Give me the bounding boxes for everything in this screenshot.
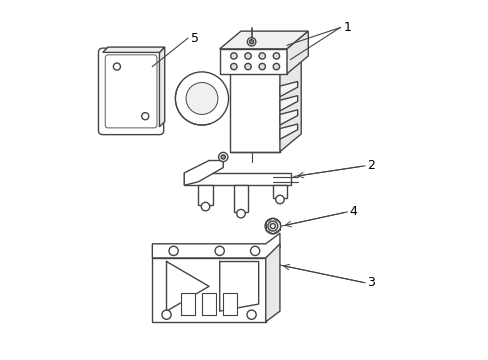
Polygon shape (230, 67, 279, 152)
Circle shape (221, 155, 225, 159)
Circle shape (275, 195, 284, 204)
Circle shape (259, 53, 265, 59)
Text: 1: 1 (343, 21, 351, 34)
Circle shape (267, 221, 277, 231)
Text: 3: 3 (366, 276, 374, 289)
Polygon shape (286, 31, 307, 74)
Circle shape (249, 40, 253, 44)
Circle shape (246, 310, 256, 319)
Polygon shape (223, 293, 237, 315)
Circle shape (244, 63, 251, 70)
Polygon shape (184, 173, 290, 185)
Circle shape (270, 224, 275, 229)
Circle shape (169, 246, 178, 256)
Circle shape (142, 113, 148, 120)
Text: 5: 5 (191, 32, 199, 45)
Polygon shape (159, 47, 164, 127)
Polygon shape (279, 81, 297, 97)
Circle shape (236, 210, 244, 218)
Polygon shape (166, 261, 209, 311)
Polygon shape (219, 31, 307, 49)
Circle shape (185, 82, 218, 114)
Polygon shape (279, 96, 297, 111)
Circle shape (215, 246, 224, 256)
Text: 2: 2 (366, 159, 374, 172)
Circle shape (264, 218, 280, 234)
Circle shape (218, 152, 227, 162)
Polygon shape (198, 185, 212, 205)
Text: 4: 4 (348, 206, 356, 219)
Circle shape (230, 53, 237, 59)
Circle shape (162, 310, 171, 319)
Polygon shape (152, 258, 265, 322)
Polygon shape (230, 49, 301, 67)
Circle shape (273, 53, 279, 59)
Circle shape (244, 53, 251, 59)
FancyBboxPatch shape (98, 48, 163, 135)
Circle shape (273, 63, 279, 70)
Polygon shape (272, 185, 286, 198)
Polygon shape (102, 47, 164, 53)
FancyBboxPatch shape (105, 55, 157, 128)
Circle shape (247, 37, 255, 46)
Polygon shape (279, 124, 297, 139)
Polygon shape (219, 49, 286, 74)
Polygon shape (233, 185, 247, 212)
Circle shape (250, 246, 259, 256)
Circle shape (201, 202, 209, 211)
Polygon shape (152, 233, 279, 258)
Polygon shape (202, 293, 216, 315)
Polygon shape (279, 49, 301, 152)
Polygon shape (219, 261, 258, 311)
Polygon shape (181, 293, 195, 315)
Circle shape (259, 63, 265, 70)
Circle shape (175, 72, 228, 125)
Circle shape (113, 63, 120, 70)
Circle shape (230, 63, 237, 70)
Polygon shape (184, 161, 223, 185)
Polygon shape (265, 244, 279, 322)
Polygon shape (279, 110, 297, 125)
